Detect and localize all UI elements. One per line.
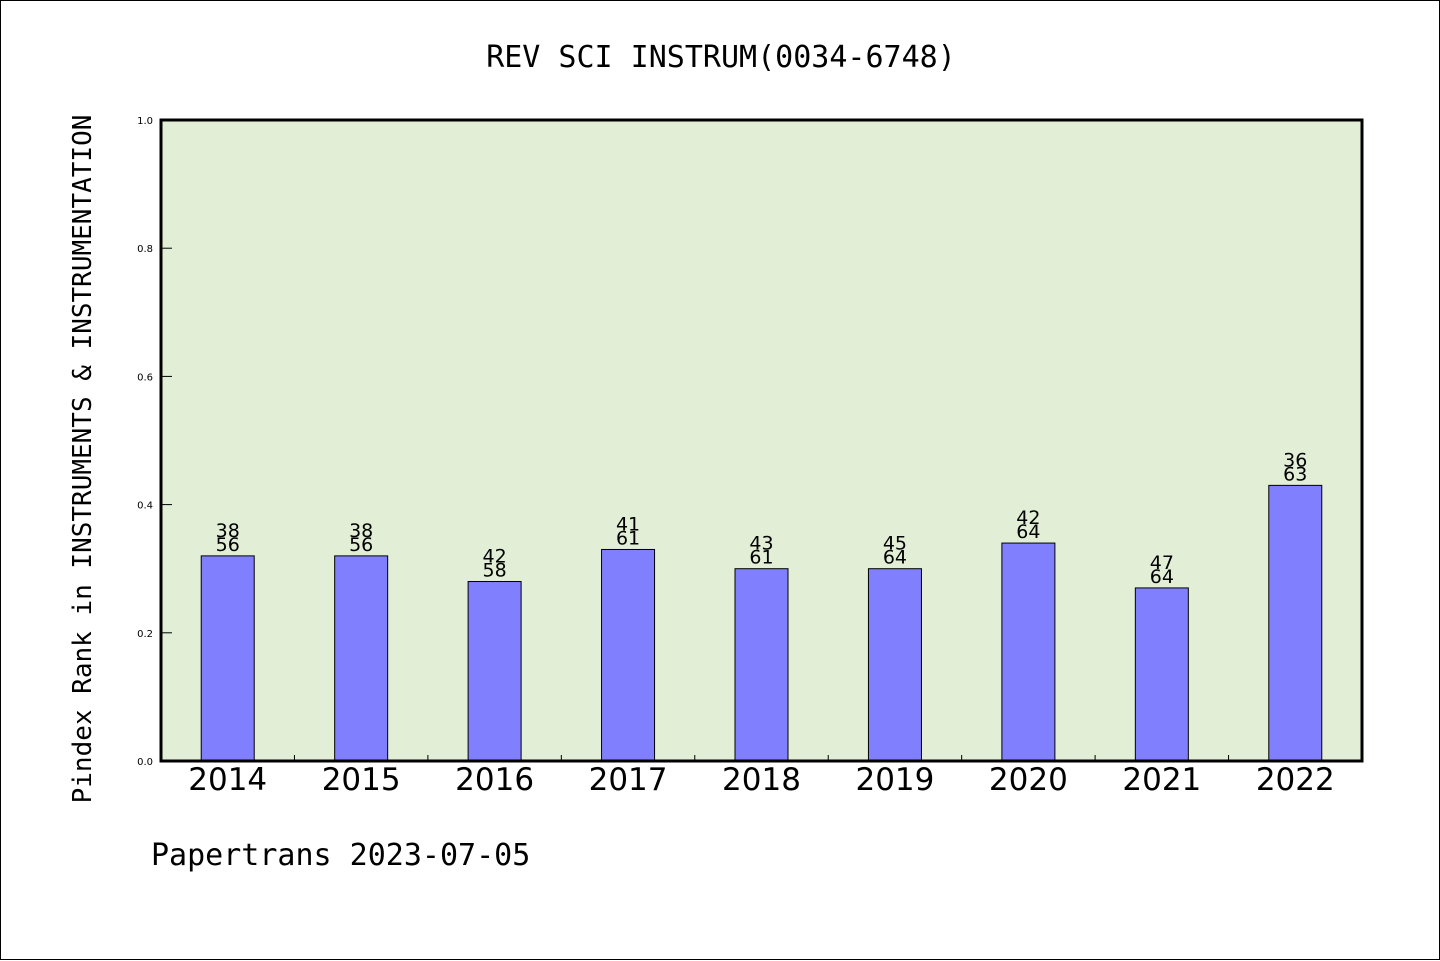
- y-tick-label: 0.8: [137, 244, 153, 255]
- bar-label-bottom: 61: [616, 527, 640, 549]
- bar-2017: [601, 548, 656, 762]
- x-tick-label: 2018: [722, 762, 801, 798]
- bar-2021: [1134, 587, 1189, 762]
- bar-2015: [334, 555, 389, 762]
- x-tick-label: 2015: [322, 762, 401, 798]
- bar-2022: [1268, 484, 1323, 762]
- y-tick-label: 0.6: [137, 372, 153, 383]
- y-tick-label: 0.0: [137, 757, 153, 768]
- bar-label-top: 45: [883, 533, 907, 555]
- bar-label-bottom: 56: [216, 534, 240, 556]
- bar-label-bottom: 61: [749, 547, 773, 569]
- bar-2020: [1001, 542, 1056, 762]
- bar-2018: [734, 568, 789, 762]
- x-tick-label: 2019: [855, 762, 934, 798]
- plot-border: [159, 118, 1364, 763]
- bar-2016: [467, 581, 522, 762]
- chart-title: REV SCI INSTRUM(0034-6748): [486, 40, 956, 75]
- x-tick-label: 2021: [1122, 762, 1201, 798]
- x-tick-label: 2020: [989, 762, 1068, 798]
- bar-label-top: 41: [616, 513, 640, 535]
- bar-label-top: 38: [349, 520, 373, 542]
- bar-label-bottom: 63: [1283, 463, 1307, 485]
- bar-label-top: 43: [749, 533, 773, 555]
- x-tick-label: 2014: [188, 762, 267, 798]
- bar-label-bottom: 64: [1016, 521, 1040, 543]
- bar-label-bottom: 58: [483, 560, 507, 582]
- bar-2019: [867, 568, 922, 762]
- footer-text: Papertrans 2023-07-05: [151, 838, 530, 873]
- y-tick-label: 1.0: [137, 116, 153, 127]
- bar-label-top: 42: [1016, 507, 1040, 529]
- bar-label-top: 42: [483, 546, 507, 568]
- bar-label-bottom: 56: [349, 534, 373, 556]
- x-tick-label: 2017: [589, 762, 668, 798]
- x-axis-ticks: 2014 2015 2016 2017 2018 2019 2020 2021 2022: [188, 755, 1335, 798]
- x-tick-label: 2016: [455, 762, 534, 798]
- y-axis-label: Pindex Rank in INSTRUMENTS & INSTRUMENTA…: [68, 115, 98, 804]
- bar-label-bottom: 64: [883, 547, 907, 569]
- y-tick-label: 0.2: [137, 629, 153, 640]
- y-tick-label: 0.4: [137, 501, 153, 512]
- bar-label-bottom: 64: [1150, 566, 1174, 588]
- bar-label-top: 36: [1283, 449, 1307, 471]
- bar-label-top: 38: [216, 520, 240, 542]
- bar-2014: [200, 555, 255, 762]
- x-tick-label: 2022: [1256, 762, 1335, 798]
- bar-label-top: 47: [1150, 552, 1174, 574]
